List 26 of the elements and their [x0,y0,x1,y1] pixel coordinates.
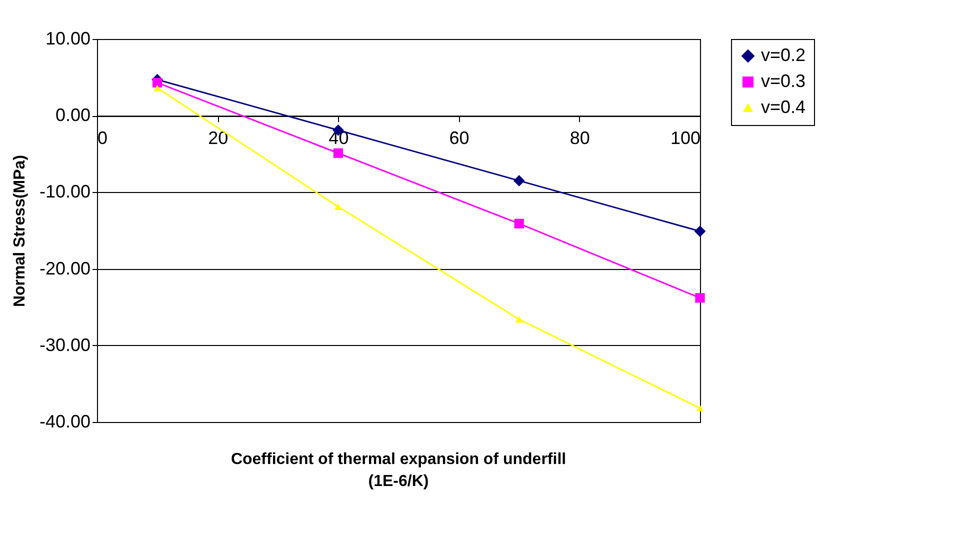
y-tick-label: -20.00 [39,258,90,278]
x-tick-label: 20 [208,128,228,148]
point [152,78,162,88]
point [695,293,705,303]
point [513,175,525,186]
legend-label: v=0.2 [761,45,806,65]
x-tick-label: 100 [670,128,700,148]
legend-label: v=0.4 [761,97,806,117]
y-tick-label: -40.00 [39,412,90,432]
y-tick-label: -10.00 [39,182,90,202]
point [694,226,706,237]
point [334,204,342,210]
legend-label: v=0.3 [761,71,806,91]
y-tick-label: -30.00 [39,334,90,355]
y-tick-label: 10.00 [45,28,90,48]
point [515,316,523,323]
x-tick-label: 0 [98,128,108,148]
point [696,405,704,412]
point [154,84,162,92]
x-tick-label: 80 [570,128,590,148]
x-axis-title: Coefficient of thermal expansion of underfill (1E-6/K) [230,451,566,490]
x-tick-label: 60 [449,128,470,148]
point [333,148,344,158]
point [514,218,524,228]
y-axis-title: Normal Stress(MPa) [11,154,28,308]
y-tick-label: 0.00 [55,105,90,126]
